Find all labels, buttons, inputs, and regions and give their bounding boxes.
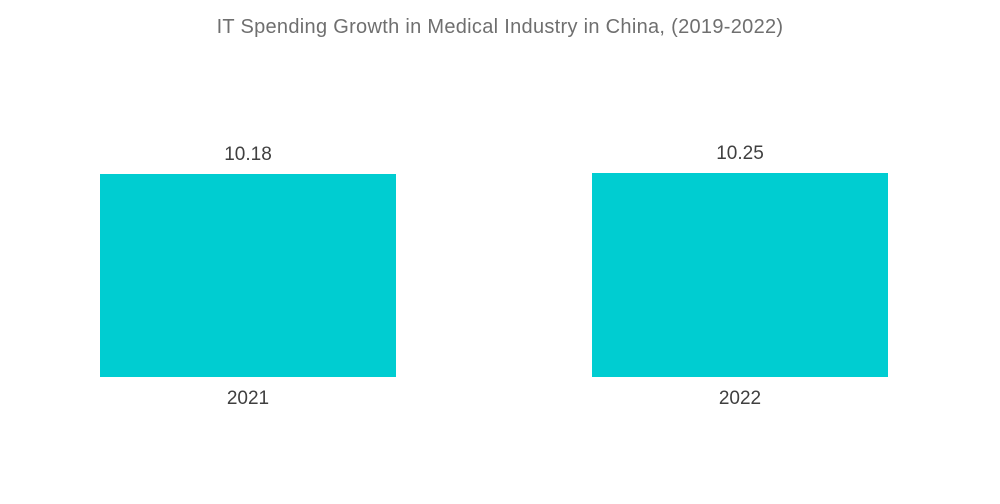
category-label: 2022: [718, 388, 762, 409]
value-label: 10.25: [716, 143, 764, 164]
bar-2022: [592, 173, 888, 377]
plot-area: 10.18 2021 10.25 2022: [100, 143, 888, 410]
bar-2021: [100, 174, 396, 377]
bar-group-2021: 10.18 2021: [100, 144, 396, 410]
value-label: 10.18: [224, 144, 272, 165]
category-label: 2021: [226, 388, 270, 409]
chart-title: IT Spending Growth in Medical Industry i…: [216, 16, 784, 38]
bar-group-2022: 10.25 2022: [592, 143, 888, 410]
